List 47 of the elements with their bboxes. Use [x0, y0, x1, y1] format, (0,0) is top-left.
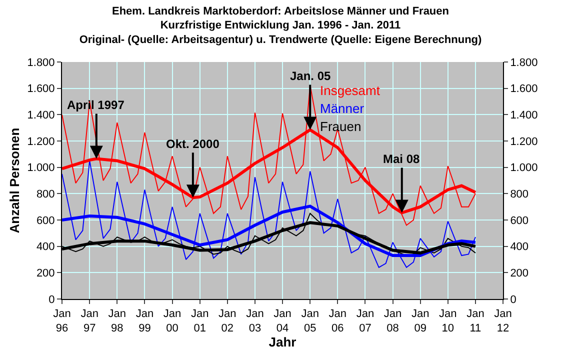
chart-title: Ehem. Landkreis Marktoberdorf: Arbeitslose Männer und Frauen — [112, 5, 450, 18]
y2-tick-label: 1.000 — [510, 162, 538, 174]
y2-tick-label: 1.600 — [510, 83, 538, 96]
y2-tick-label: 1.400 — [510, 110, 538, 122]
y2-tick-label: 0 — [510, 294, 516, 306]
y-axis-title: Anzahl Personen — [7, 128, 22, 234]
y2-tick-label: 1.800 — [510, 56, 538, 69]
x-tick-label: Jan 08 — [384, 308, 402, 334]
x-tick-label: Jan 05 — [301, 308, 319, 334]
x-tick-label: Jan 06 — [328, 308, 347, 334]
y-tick-label: 1.800 — [27, 56, 55, 69]
text: Insgesamt — [320, 83, 380, 98]
legend-label: Frauen — [320, 119, 362, 134]
y2-tick-label: 600 — [510, 214, 529, 227]
annotation: Okt. 2000 — [166, 137, 220, 151]
x-tick-label: Jan 12 — [494, 308, 512, 334]
y-tick-label: 1.000 — [27, 162, 55, 174]
y2-tick-label: 800 — [510, 188, 529, 201]
x-tick-label: Jan 00 — [163, 308, 182, 334]
annotation: Jan. 05 — [290, 69, 332, 83]
x-tick-label: Jan 96 — [53, 308, 71, 334]
y-tick-label: 0 — [48, 294, 55, 306]
text: Männer — [320, 101, 365, 116]
x-tick-label: Jan 09 — [411, 308, 430, 334]
annotation: Mai 08 — [383, 152, 420, 166]
x-tick-label: Jan 99 — [136, 308, 154, 334]
x-tick-label: Jan 97 — [80, 308, 98, 334]
x-tick-label: Jan 02 — [218, 308, 236, 334]
y2-tick-label: 1.200 — [510, 136, 538, 148]
y-tick-label: 400 — [36, 241, 55, 254]
x-tick-label: Jan 07 — [356, 308, 374, 334]
y-tick-label: 200 — [36, 268, 55, 280]
x-tick-label: Jan 01 — [190, 308, 209, 334]
x-axis-title: Jahr — [268, 334, 296, 350]
y-tick-label: 1.400 — [27, 110, 55, 122]
y2-tick-label: 200 — [510, 268, 529, 280]
y-tick-label: 600 — [36, 214, 55, 227]
y-tick-label: 1.200 — [27, 136, 55, 148]
x-tick-label: Jan 98 — [108, 308, 126, 334]
chart-subtitle: Kurzfristige Entwicklung Jan. 1996 - Jan. 2011 Original- (Quelle: Arbeitsagentur) u. Trendwerte (Quelle: Eigene Berechnung) — [79, 20, 482, 46]
x-tick-label: Jan 03 — [246, 308, 264, 334]
y-tick-label: 800 — [36, 188, 55, 201]
y2-tick-label: 400 — [510, 241, 529, 254]
y-tick-label: 1.600 — [27, 83, 55, 96]
x-tick-label: Jan 10 — [439, 308, 457, 334]
x-tick-label: Jan 04 — [274, 308, 292, 334]
x-tick-label: Jan 11 — [466, 308, 484, 334]
